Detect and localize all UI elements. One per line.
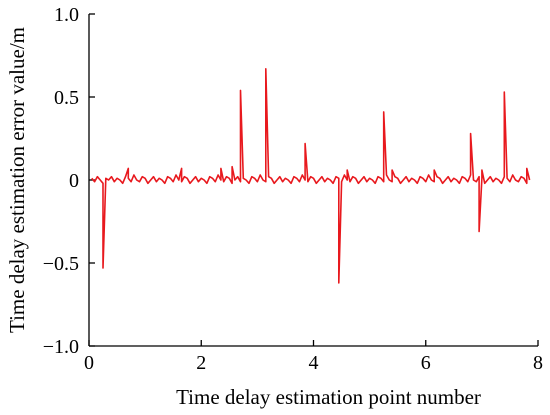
y-tick-label: −1.0 bbox=[43, 336, 79, 358]
x-axis-label: Time delay estimation point number bbox=[176, 385, 481, 409]
x-tick-label: 6 bbox=[421, 352, 431, 374]
series-line bbox=[91, 68, 531, 284]
axes: −1.0 −0.5 0 0.5 1.0 0 2 4 6 8 bbox=[43, 4, 543, 374]
series-layer bbox=[91, 68, 531, 284]
y-axis-label: Time delay estimation error value/m bbox=[5, 27, 29, 333]
x-tick-label: 8 bbox=[533, 352, 543, 374]
y-tick-label: 0.5 bbox=[54, 87, 79, 109]
y-tick-label: 1.0 bbox=[54, 4, 79, 26]
y-tick-label: −0.5 bbox=[43, 253, 79, 275]
x-tick-label: 0 bbox=[84, 352, 94, 374]
x-tick-label: 2 bbox=[196, 352, 206, 374]
x-tick-label: 4 bbox=[309, 352, 319, 374]
y-tick-label: 0 bbox=[69, 170, 79, 192]
